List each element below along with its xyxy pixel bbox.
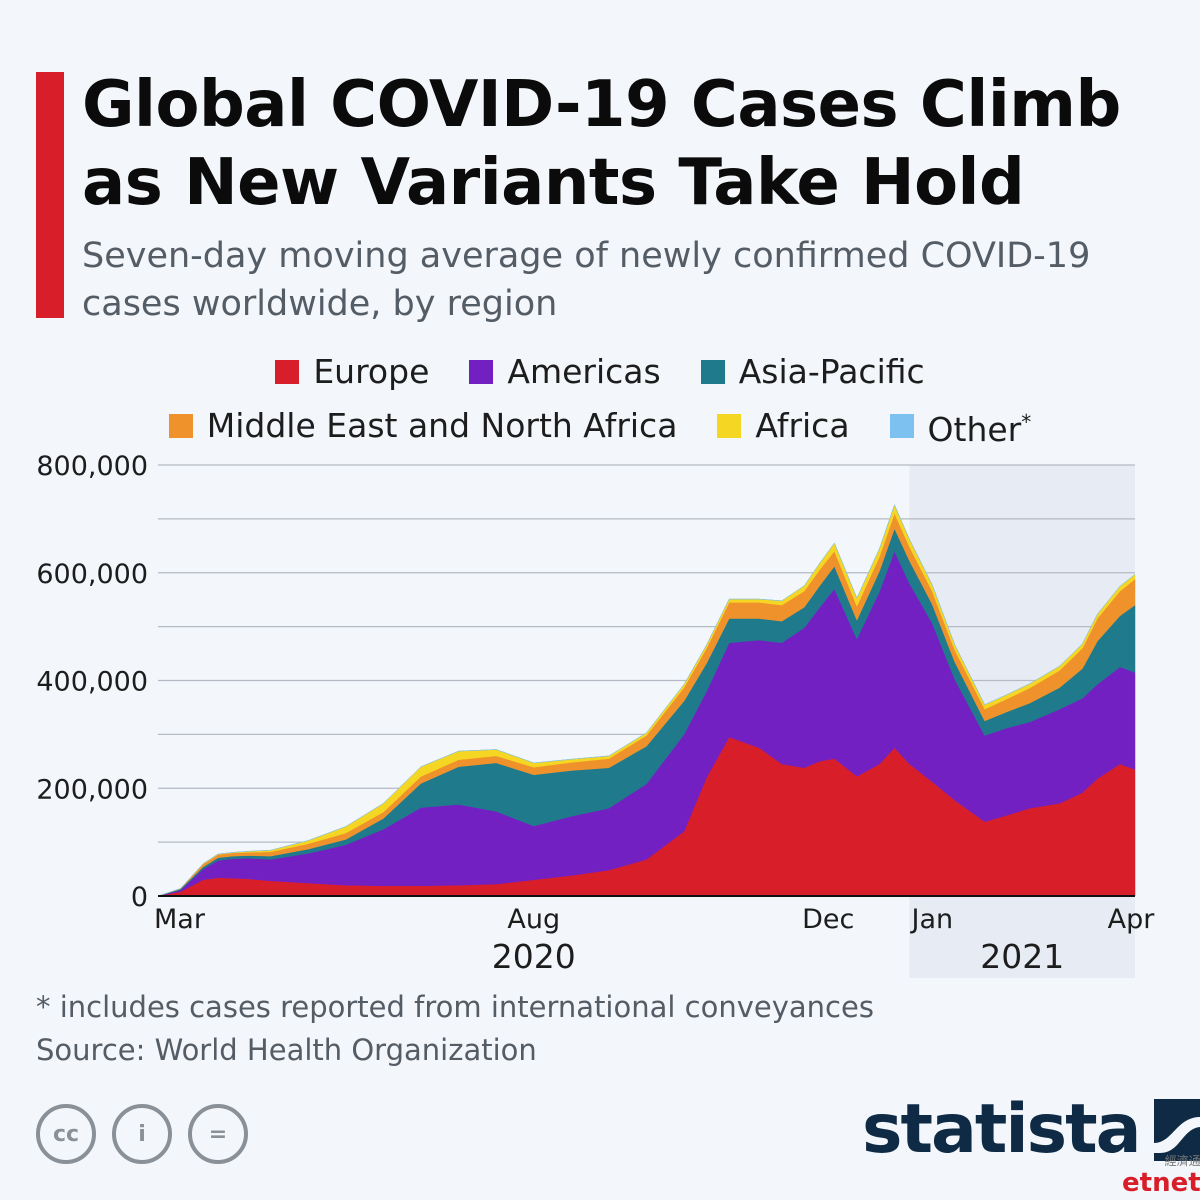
title-line-1: Global COVID-19 Cases Climb bbox=[82, 68, 1121, 142]
legend-swatch-africa bbox=[717, 414, 742, 438]
page-subtitle: Seven-day moving average of newly confir… bbox=[82, 232, 1172, 328]
statista-logo-icon bbox=[1153, 1099, 1200, 1161]
y-tick-label: 200,000 bbox=[36, 774, 148, 805]
title-line-2: as New Variants Take Hold bbox=[82, 146, 1025, 220]
subtitle-line-1: Seven-day moving average of newly confir… bbox=[82, 236, 1091, 276]
license-icons: cc i = bbox=[36, 1104, 264, 1164]
legend-swatch-other bbox=[889, 414, 914, 438]
x-tick-label: Mar bbox=[154, 904, 206, 935]
attribution-icon[interactable]: i bbox=[112, 1104, 172, 1164]
x-year-label: 2020 bbox=[492, 937, 576, 976]
legend-item-other: Other* bbox=[889, 400, 1032, 452]
legend-row-1: Europe Americas Asia-Pacific bbox=[0, 350, 1200, 394]
subtitle-line-2: cases worldwide, by region bbox=[82, 284, 558, 324]
legend-label-other-marker: * bbox=[1021, 410, 1032, 434]
x-tick-label: Jan bbox=[910, 904, 954, 935]
area-series-other bbox=[157, 504, 1136, 897]
no-derivatives-icon[interactable]: = bbox=[188, 1104, 248, 1164]
legend-swatch-asia-pacific bbox=[700, 360, 725, 384]
y-tick-label: 400,000 bbox=[36, 667, 148, 698]
legend-label-asia-pacific: Asia-Pacific bbox=[738, 352, 925, 391]
x-tick-label: Apr bbox=[1108, 904, 1156, 935]
legend-swatch-americas bbox=[469, 360, 494, 384]
y-tick-label: 600,000 bbox=[36, 559, 148, 590]
statista-wordmark: statista bbox=[862, 1090, 1142, 1169]
footnote: * includes cases reported from internati… bbox=[36, 990, 874, 1024]
legend-item-asia-pacific: Asia-Pacific bbox=[700, 350, 925, 394]
y-tick-label: 800,000 bbox=[36, 451, 148, 482]
etnet-watermark: 經濟通 etnet bbox=[1122, 1152, 1200, 1197]
statista-brand[interactable]: statista bbox=[862, 1090, 1200, 1170]
legend-label-mena: Middle East and North Africa bbox=[206, 406, 678, 445]
accent-bar bbox=[36, 72, 64, 318]
legend-label-europe: Europe bbox=[313, 352, 430, 391]
legend-item-americas: Americas bbox=[469, 350, 661, 394]
legend-label-other-text: Other bbox=[927, 410, 1022, 449]
x-tick-label: Dec bbox=[802, 904, 854, 935]
watermark-en: etnet bbox=[1122, 1168, 1200, 1198]
legend-swatch-europe bbox=[275, 360, 300, 384]
x-year-label: 2021 bbox=[980, 937, 1064, 976]
legend-item-mena: Middle East and North Africa bbox=[168, 400, 678, 452]
legend-row-2: Middle East and North Africa Africa Othe… bbox=[0, 400, 1200, 452]
x-tick-label: Aug bbox=[507, 904, 560, 935]
creative-commons-icon[interactable]: cc bbox=[36, 1104, 96, 1164]
legend-label-other: Other* bbox=[928, 400, 1032, 452]
legend-label-americas: Americas bbox=[507, 352, 661, 391]
source-note: Source: World Health Organization bbox=[36, 1033, 537, 1067]
page-title: Global COVID-19 Cases Climb as New Varia… bbox=[82, 66, 1172, 222]
y-tick-label: 0 bbox=[131, 882, 148, 913]
watermark-cn: 經濟通 bbox=[1164, 1154, 1200, 1168]
legend-label-africa: Africa bbox=[755, 406, 850, 445]
legend-item-europe: Europe bbox=[275, 350, 429, 394]
legend-swatch-mena bbox=[168, 414, 193, 438]
legend-item-africa: Africa bbox=[717, 400, 850, 452]
